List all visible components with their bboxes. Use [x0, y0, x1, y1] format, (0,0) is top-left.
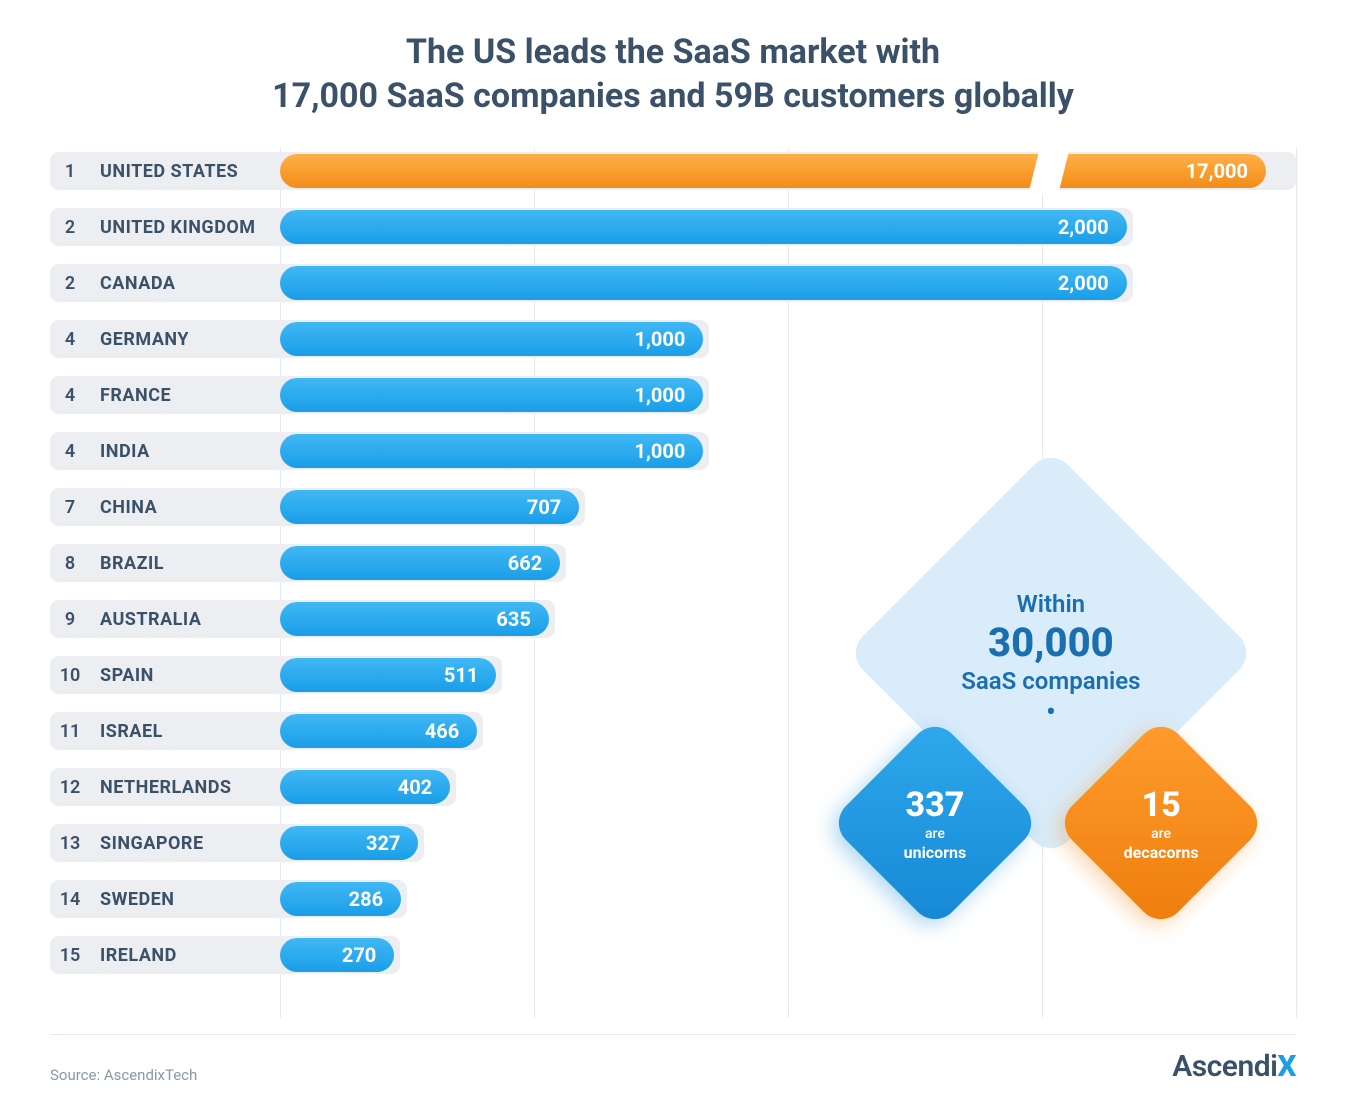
rank-number: 4 — [50, 441, 90, 462]
rank-number: 4 — [50, 329, 90, 350]
broken-bar: 17,000 — [280, 154, 1266, 188]
bar: 707 — [280, 490, 579, 524]
country-label: SWEDEN — [100, 889, 174, 910]
chart-row: 14 SWEDEN 286 — [50, 876, 1296, 922]
chart-row: 12 NETHERLANDS 402 — [50, 764, 1296, 810]
chart-row: 4 FRANCE 1,000 — [50, 372, 1296, 418]
rank-number: 8 — [50, 553, 90, 574]
bar: 2,000 — [280, 210, 1127, 244]
country-label: UNITED KINGDOM — [100, 217, 256, 238]
source-text: Source: AscendixTech — [50, 1066, 197, 1084]
rank-number: 2 — [50, 273, 90, 294]
country-label: CANADA — [100, 273, 175, 294]
bar: 327 — [280, 826, 418, 860]
bar-value-label: 1,000 — [635, 383, 686, 407]
chart-row: 9 AUSTRALIA 635 — [50, 596, 1296, 642]
bar: 662 — [280, 546, 560, 580]
chart-row: 10 SPAIN 511 — [50, 652, 1296, 698]
bar-value-label: 466 — [425, 719, 459, 743]
bar-value-label: 1,000 — [635, 327, 686, 351]
bar: 511 — [280, 658, 496, 692]
chart-row: 11 ISRAEL 466 — [50, 708, 1296, 754]
bar: 286 — [280, 882, 401, 916]
rank-number: 11 — [50, 721, 90, 742]
bar-value-label: 1,000 — [635, 439, 686, 463]
bar: 270 — [280, 938, 394, 972]
chart-row: 7 CHINA 707 — [50, 484, 1296, 530]
bar-value-label: 635 — [496, 607, 530, 631]
ascendix-logo: AscendiX — [1172, 1049, 1296, 1084]
rank-number: 14 — [50, 889, 90, 910]
country-label: ISRAEL — [100, 721, 163, 742]
chart-row: 15 IRELAND 270 — [50, 932, 1296, 978]
bar-value-label: 402 — [398, 775, 432, 799]
country-label: AUSTRALIA — [100, 609, 201, 630]
rank-number: 7 — [50, 497, 90, 518]
rank-number: 15 — [50, 945, 90, 966]
bar-value-label: 707 — [527, 495, 561, 519]
bar: 402 — [280, 770, 450, 804]
bar-value-label: 17,000 — [1186, 159, 1248, 183]
chart-row: 4 GERMANY 1,000 — [50, 316, 1296, 362]
country-label: GERMANY — [100, 329, 189, 350]
bar-value-label: 511 — [444, 663, 478, 687]
rank-number: 13 — [50, 833, 90, 854]
bar-value-label: 286 — [349, 887, 383, 911]
chart-row: 2 CANADA 2,000 — [50, 260, 1296, 306]
country-label: NETHERLANDS — [100, 777, 232, 798]
logo-text: Ascendi — [1172, 1049, 1277, 1084]
bar-value-label: 2,000 — [1058, 271, 1109, 295]
bar-value-label: 327 — [366, 831, 400, 855]
country-label: INDIA — [100, 441, 150, 462]
country-label: SINGAPORE — [100, 833, 204, 854]
chart-row: 4 INDIA 1,000 — [50, 428, 1296, 474]
bar: 1,000 — [280, 378, 703, 412]
bar-chart: 1 UNITED STATES 17,000 2 UNITED KINGDOM 2,000… — [50, 148, 1296, 1018]
country-label: BRAZIL — [100, 553, 164, 574]
bar: 1,000 — [280, 434, 703, 468]
chart-row: 8 BRAZIL 662 — [50, 540, 1296, 586]
rank-number: 10 — [50, 665, 90, 686]
bar: 2,000 — [280, 266, 1127, 300]
bar: 1,000 — [280, 322, 703, 356]
bar: 635 — [280, 602, 549, 636]
rank-number: 4 — [50, 385, 90, 406]
chart-row: 2 UNITED KINGDOM 2,000 — [50, 204, 1296, 250]
bar-value-label: 270 — [342, 943, 376, 967]
country-label: SPAIN — [100, 665, 154, 686]
chart-title: The US leads the SaaS market with17,000 … — [50, 30, 1296, 118]
country-label: IRELAND — [100, 945, 177, 966]
bar: 466 — [280, 714, 477, 748]
country-label: UNITED STATES — [100, 161, 238, 182]
bar-value-label: 662 — [508, 551, 542, 575]
chart-row: 1 UNITED STATES 17,000 — [50, 148, 1296, 194]
bar-value-label: 2,000 — [1058, 215, 1109, 239]
footer: Source: AscendixTech AscendiX — [50, 1034, 1296, 1084]
rank-number: 2 — [50, 217, 90, 238]
rank-number: 9 — [50, 609, 90, 630]
logo-x-icon: X — [1277, 1049, 1296, 1084]
country-label: FRANCE — [100, 385, 171, 406]
rank-number: 1 — [50, 161, 90, 182]
chart-row: 13 SINGAPORE 327 — [50, 820, 1296, 866]
country-label: CHINA — [100, 497, 157, 518]
rank-number: 12 — [50, 777, 90, 798]
